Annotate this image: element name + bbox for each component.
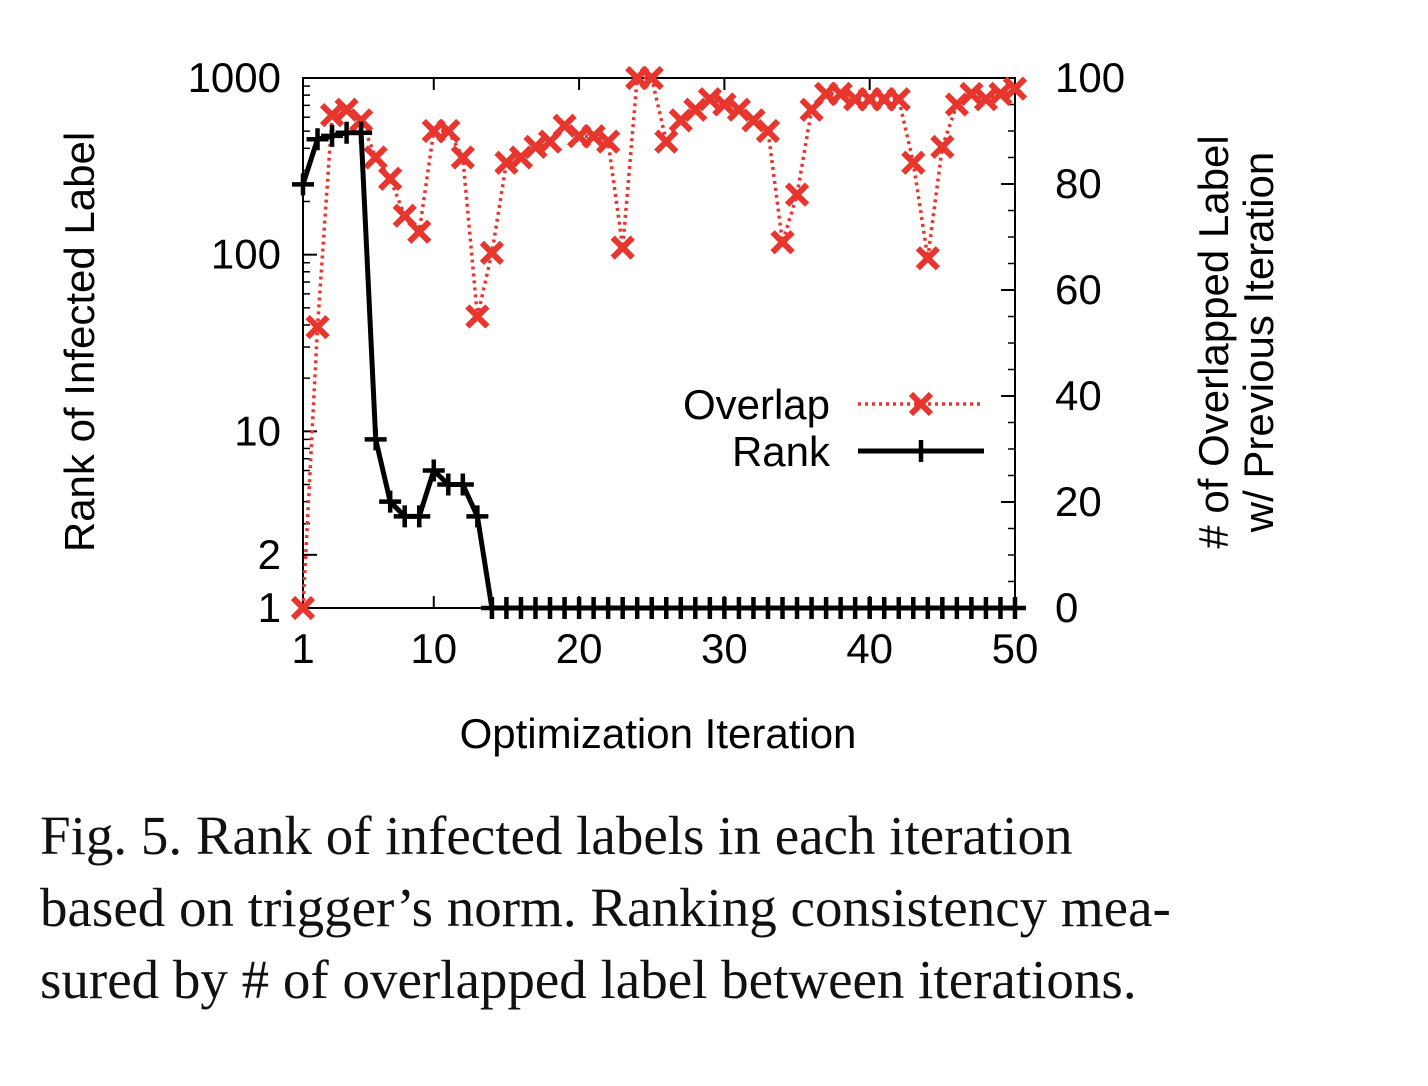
point-overlap bbox=[290, 595, 316, 621]
point-overlap bbox=[407, 219, 432, 244]
caption-line: sured by # of overlapped label between i… bbox=[40, 949, 1137, 1010]
x-axis-title: Optimization Iteration bbox=[460, 710, 857, 757]
point-rank bbox=[321, 124, 344, 147]
point-overlap bbox=[363, 145, 388, 170]
point-rank bbox=[451, 473, 474, 496]
y-left-axis-title: Rank of Infected Label bbox=[56, 132, 103, 552]
series-overlap bbox=[290, 65, 1028, 621]
point-rank bbox=[379, 490, 402, 513]
y-right-axis-title-line2: w/ Previous Iteration bbox=[1235, 152, 1282, 534]
point-overlap bbox=[755, 118, 781, 144]
legend-marker-overlap bbox=[908, 391, 934, 417]
x-tick-label: 50 bbox=[992, 625, 1039, 672]
y-left-tick-label: 10 bbox=[234, 407, 281, 454]
point-rank bbox=[364, 428, 387, 451]
series-layer bbox=[290, 65, 1028, 621]
x-tick-label: 40 bbox=[846, 625, 893, 672]
point-overlap bbox=[770, 230, 795, 255]
point-rank bbox=[408, 505, 431, 528]
y-right-tick-label: 100 bbox=[1055, 54, 1125, 101]
point-overlap bbox=[654, 129, 679, 154]
y-right-tick-label: 80 bbox=[1055, 160, 1102, 207]
point-rank bbox=[1004, 597, 1026, 619]
y-right-axis-title-line1: # of Overlapped Label bbox=[1190, 135, 1237, 548]
point-rank bbox=[466, 505, 489, 528]
point-overlap bbox=[349, 108, 374, 133]
point-overlap bbox=[930, 134, 955, 160]
point-overlap bbox=[436, 118, 461, 144]
point-overlap bbox=[784, 182, 810, 207]
point-overlap bbox=[465, 304, 490, 329]
point-overlap bbox=[305, 314, 330, 340]
point-overlap bbox=[901, 150, 926, 175]
y-left-tick-label: 1000 bbox=[188, 54, 281, 101]
y-right-tick-label: 20 bbox=[1055, 478, 1102, 525]
y-right-tick-label: 60 bbox=[1055, 266, 1102, 313]
caption-line: based on trigger’s norm. Ranking consist… bbox=[40, 877, 1171, 938]
y-right-tick-label: 40 bbox=[1055, 372, 1102, 419]
point-overlap bbox=[596, 129, 621, 154]
y-left-tick-label: 2 bbox=[258, 531, 281, 578]
point-overlap bbox=[479, 240, 505, 266]
x-tick-label: 10 bbox=[410, 625, 457, 672]
legend-label-overlap: Overlap bbox=[683, 381, 830, 428]
figure-caption: Fig. 5. Rank of infected labels in each … bbox=[40, 800, 1370, 1016]
caption-line: Fig. 5. Rank of infected labels in each … bbox=[40, 805, 1073, 866]
y-right-tick-label: 0 bbox=[1055, 584, 1078, 631]
point-rank bbox=[306, 128, 329, 151]
point-rank bbox=[292, 173, 314, 196]
axis-labels: Optimization Iteration Rank of Infected … bbox=[56, 132, 1282, 757]
y-left-tick-label: 100 bbox=[211, 231, 281, 278]
legend-marker-rank bbox=[910, 440, 932, 462]
x-tick-label: 30 bbox=[701, 625, 748, 672]
point-rank bbox=[350, 121, 373, 144]
point-rank bbox=[422, 459, 445, 482]
x-tick-label: 20 bbox=[556, 625, 603, 672]
legend-label-rank: Rank bbox=[732, 428, 831, 475]
point-overlap bbox=[915, 246, 940, 271]
point-overlap bbox=[1002, 76, 1028, 101]
point-overlap bbox=[610, 235, 635, 260]
x-tick-label: 1 bbox=[291, 625, 314, 672]
y-left-tick-label: 1 bbox=[258, 584, 281, 631]
point-overlap bbox=[639, 65, 664, 91]
point-overlap bbox=[450, 145, 475, 170]
series-line-rank bbox=[300, 130, 1015, 611]
series-rank bbox=[292, 121, 1026, 619]
point-overlap bbox=[378, 166, 403, 191]
point-overlap bbox=[886, 87, 911, 112]
